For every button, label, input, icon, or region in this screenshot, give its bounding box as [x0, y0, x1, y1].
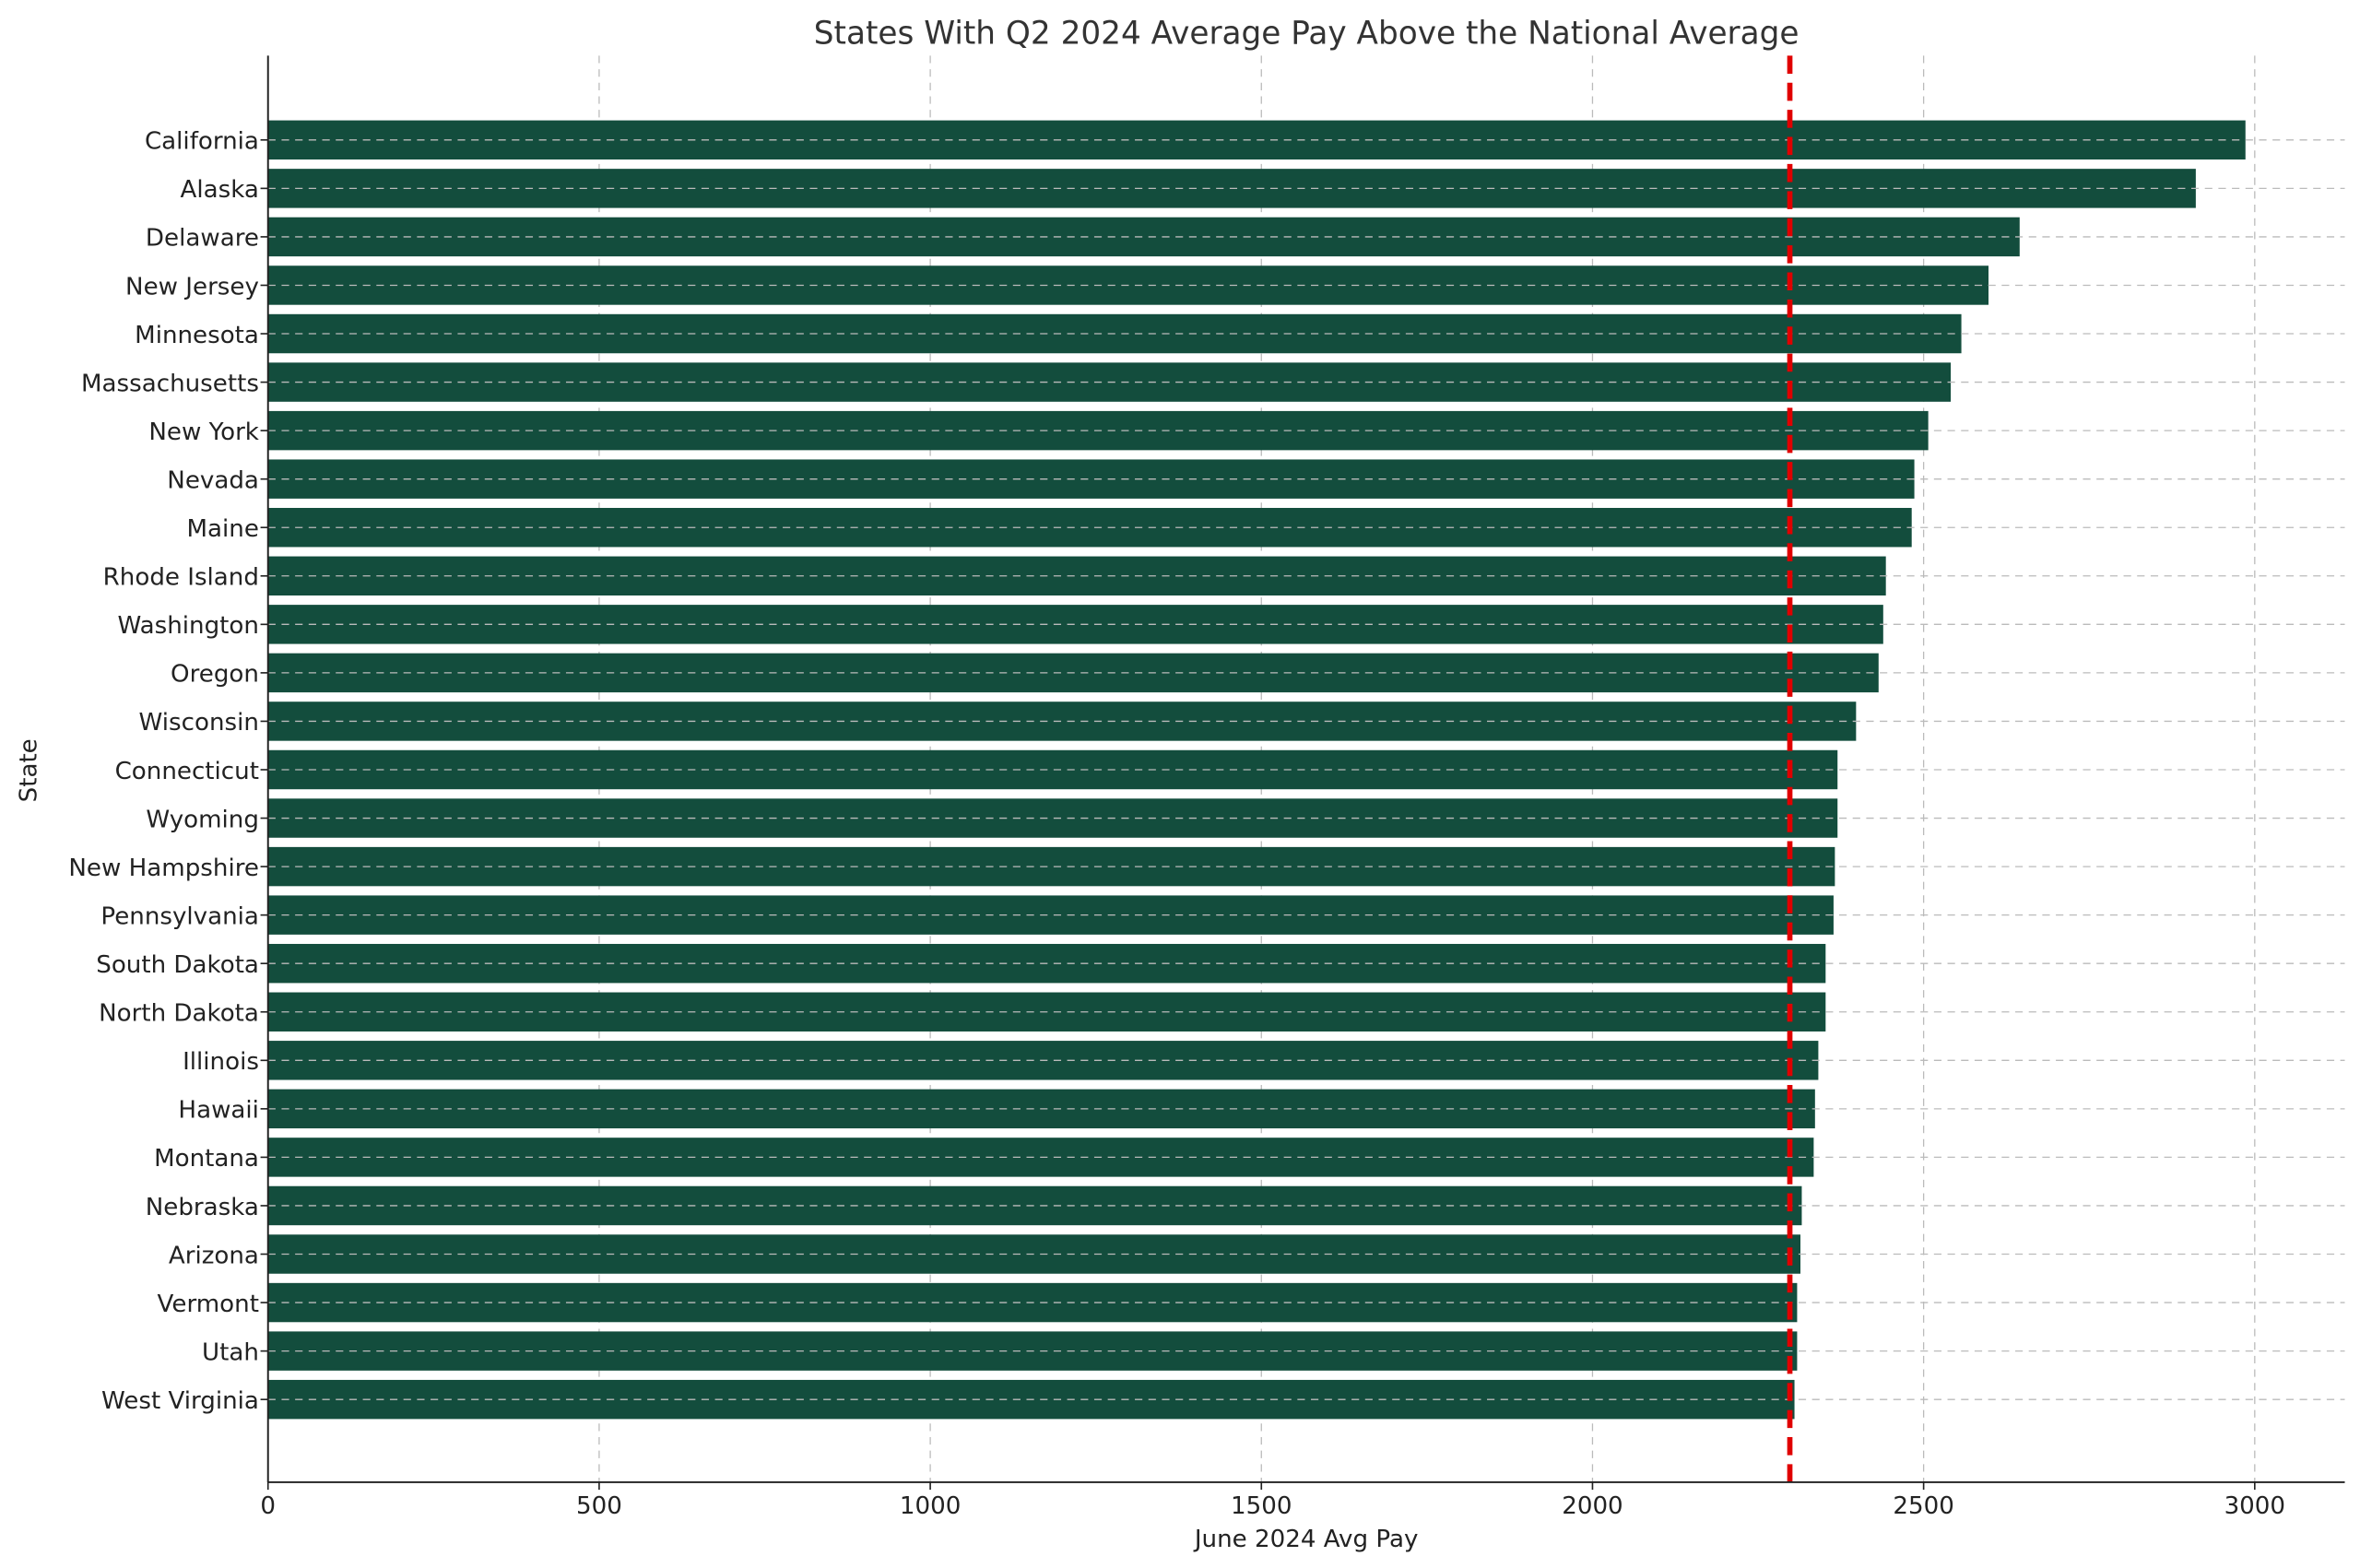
y-tick-label: North Dakota [99, 1000, 259, 1028]
x-axis-label: June 2024 Avg Pay [1193, 1526, 1419, 1553]
x-tick-label: 500 [576, 1492, 622, 1520]
x-tick-label: 1500 [1231, 1492, 1292, 1520]
y-tick-label: Arizona [169, 1242, 259, 1269]
y-tick-label: Wisconsin [139, 709, 259, 737]
y-tick-label: South Dakota [96, 951, 259, 979]
x-tick-label: 3000 [2224, 1492, 2285, 1520]
y-tick-label: Montana [154, 1145, 259, 1173]
y-tick-label: Alaska [181, 176, 259, 204]
y-tick-label: Wyoming [146, 806, 259, 833]
bar-wisconsin [267, 701, 1857, 741]
x-tick-label: 2000 [1562, 1492, 1622, 1520]
y-tick-label: Rhode Island [103, 564, 259, 592]
y-tick-label: New Hampshire [68, 855, 259, 882]
y-tick-label: Connecticut [115, 758, 259, 785]
y-tick-label: New York [148, 419, 259, 446]
axes [260, 55, 2345, 1491]
y-tick-label: Maine [187, 515, 259, 543]
y-tick-label: Nevada [167, 466, 259, 494]
y-axis-label: State [15, 738, 42, 802]
y-tick-label: Delaware [146, 225, 259, 253]
y-tick-label: Washington [118, 612, 259, 640]
y-tick-label: West Virginia [101, 1387, 259, 1415]
y-tick-label: Oregon [171, 661, 259, 689]
chart-title: States With Q2 2024 Average Pay Above th… [814, 15, 1800, 52]
x-tick-label: 2500 [1893, 1492, 1953, 1520]
y-tick-label: Pennsylvania [100, 902, 259, 930]
y-tick-label: Illinois [183, 1048, 259, 1076]
x-tick-labels: 0 500 1000 1500 2000 2500 3000 [260, 1492, 2285, 1520]
y-tick-labels: California Alaska Delaware New Jersey Minnes… [68, 128, 259, 1415]
x-tick-label: 0 [260, 1492, 276, 1520]
y-tick-label: Vermont [158, 1291, 259, 1318]
y-tick-label: Nebraska [146, 1194, 259, 1221]
y-tick-label: Hawaii [178, 1097, 259, 1125]
y-tick-label: Minnesota [135, 322, 259, 349]
y-tick-label: New Jersey [125, 273, 259, 301]
y-tick-label: California [145, 128, 259, 156]
y-tick-label: Utah [202, 1338, 259, 1366]
x-tick-label: 1000 [900, 1492, 961, 1520]
bar-gridlines [267, 139, 2345, 1400]
y-tick-label: Massachusetts [81, 370, 259, 397]
